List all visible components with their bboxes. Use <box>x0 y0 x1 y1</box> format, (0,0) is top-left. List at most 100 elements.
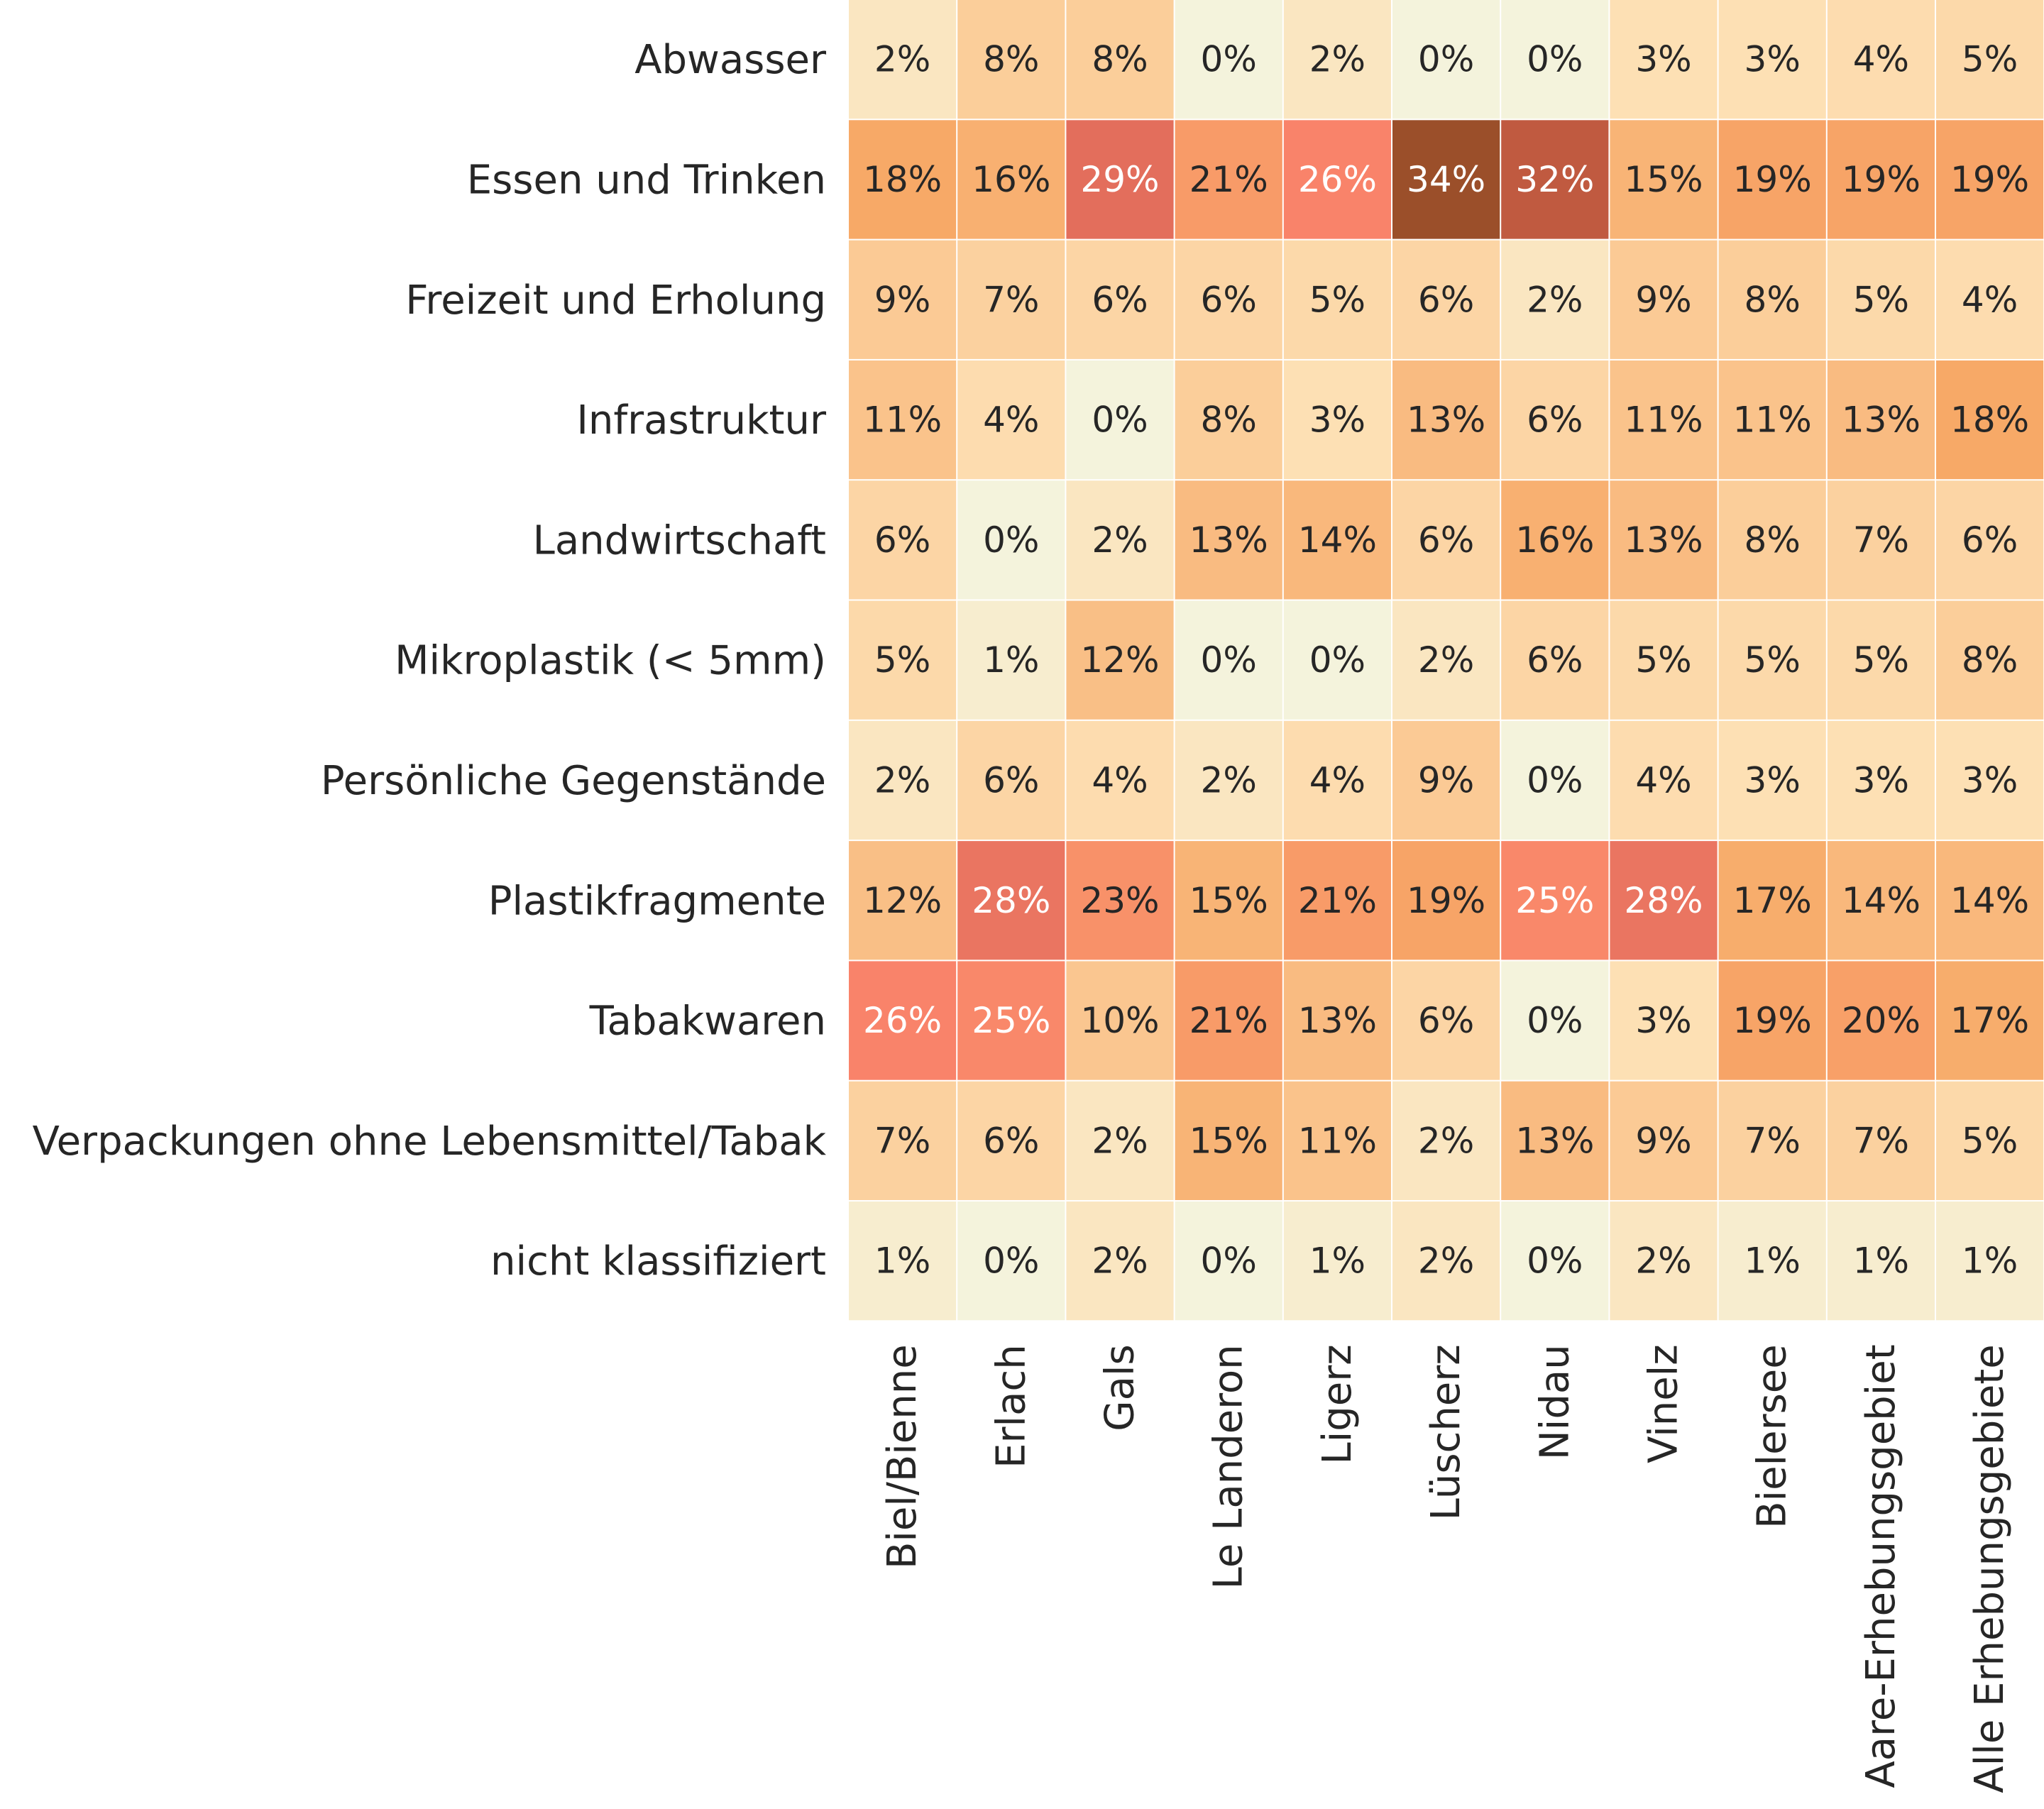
cell-value-label: 1% <box>1962 1241 2018 1282</box>
column-label: Ligerz <box>1314 1344 1361 1464</box>
cell-value-label: 5% <box>1309 279 1366 320</box>
heatmap-cell <box>1283 720 1391 840</box>
cell-value-label: 7% <box>1744 1120 1801 1161</box>
cell-value-label: 15% <box>1624 159 1703 200</box>
heatmap-cell <box>1936 961 2044 1080</box>
cell-value-label: 6% <box>1962 519 2018 561</box>
heatmap-cell <box>957 120 1065 239</box>
row-label: nicht klassifiziert <box>490 1238 826 1285</box>
cell-value-label: 3% <box>1744 759 1801 801</box>
heatmap-cell <box>1066 720 1174 840</box>
heatmap-cell <box>1936 1202 2044 1321</box>
heatmap-cell <box>1066 841 1174 960</box>
cell-value-label: 3% <box>1635 1000 1691 1041</box>
heatmap-cell <box>1066 360 1174 480</box>
row-label: Plastikfragmente <box>488 878 826 924</box>
cell-value-label: 2% <box>1418 1120 1474 1161</box>
cell-value-label: 21% <box>1298 880 1377 921</box>
heatmap-cell <box>957 961 1065 1080</box>
heatmap-cell <box>849 360 957 480</box>
cell-value-label: 3% <box>1962 759 2018 801</box>
column-labels: Biel/Bienne Erlach Gals Le Landeron Ligerz Lü… <box>879 1344 2013 1793</box>
cell-value-label: 0% <box>1201 1241 1257 1282</box>
column-label: Nidau <box>1532 1344 1578 1460</box>
column-label: Erlach <box>988 1344 1034 1468</box>
cell-value-label: 1% <box>1744 1241 1801 1282</box>
heatmap-cell <box>1501 360 1609 480</box>
cell-value-label: 6% <box>1527 639 1583 681</box>
heatmap-cell <box>1827 360 1935 480</box>
cell-value-label: 6% <box>983 1120 1039 1161</box>
heatmap-cell <box>1501 480 1609 600</box>
heatmap-cell <box>1501 720 1609 840</box>
cell-value-label: 0% <box>1201 639 1257 681</box>
cell-value-label: 13% <box>1189 519 1268 561</box>
row-label: Infrastruktur <box>576 397 827 444</box>
heatmap-cell <box>1392 480 1500 600</box>
cell-value-label: 19% <box>1733 1000 1812 1041</box>
cell-value-label: 2% <box>1418 1241 1474 1282</box>
heatmap-cell <box>1936 600 2044 720</box>
heatmap-cell <box>1936 1081 2044 1200</box>
heatmap-cell <box>1718 1081 1826 1200</box>
heatmap-cell <box>1066 1202 1174 1321</box>
cell-value-label: 12% <box>863 880 942 921</box>
heatmap-cell <box>1610 720 1718 840</box>
heatmap-cell <box>1827 240 1935 359</box>
heatmap-cell <box>1175 600 1282 720</box>
heatmap-cell <box>1392 1202 1500 1321</box>
heatmap-cell <box>1283 841 1391 960</box>
heatmap-cell <box>1718 120 1826 239</box>
cell-value-label: 1% <box>1853 1241 1909 1282</box>
cell-value-label: 16% <box>972 159 1050 200</box>
heatmap-cell <box>1827 120 1935 239</box>
heatmap-cell <box>849 120 957 239</box>
cell-value-label: 11% <box>863 400 942 441</box>
column-label: Biel/Bienne <box>879 1344 925 1569</box>
cell-value-label: 0% <box>1527 1000 1583 1041</box>
heatmap-cell <box>1610 1081 1718 1200</box>
heatmap-cell <box>1283 1202 1391 1321</box>
heatmap-cell <box>1610 480 1718 600</box>
cell-value-label: 5% <box>1853 639 1909 681</box>
heatmap-cell <box>849 841 957 960</box>
cell-value-label: 32% <box>1515 159 1594 200</box>
heatmap-cell <box>1718 240 1826 359</box>
heatmap-cell <box>1066 0 1174 119</box>
cell-value-label: 9% <box>874 279 930 320</box>
cell-value-label: 14% <box>1950 880 2029 921</box>
cell-value-label: 0% <box>1309 639 1366 681</box>
cell-value-label: 13% <box>1624 519 1703 561</box>
heatmap-cell <box>849 600 957 720</box>
heatmap-cell <box>1718 0 1826 119</box>
heatmap-cell <box>1175 1081 1282 1200</box>
heatmap-cell <box>1610 600 1718 720</box>
cell-value-label: 16% <box>1515 519 1594 561</box>
cell-value-label: 5% <box>874 639 930 681</box>
heatmap-cell <box>1392 240 1500 359</box>
heatmap-cell <box>1501 0 1609 119</box>
cell-value-label: 2% <box>1635 1241 1691 1282</box>
heatmap-cell <box>1718 720 1826 840</box>
cell-value-label: 5% <box>1962 39 2018 80</box>
cell-value-label: 13% <box>1298 1000 1377 1041</box>
heatmap-cell <box>1283 961 1391 1080</box>
heatmap-cell <box>1175 480 1282 600</box>
heatmap-cell <box>1936 240 2044 359</box>
cell-value-label: 6% <box>1418 279 1474 320</box>
cell-value-label: 28% <box>972 880 1050 921</box>
heatmap-cell <box>1501 240 1609 359</box>
cell-value-label: 4% <box>1962 279 2018 320</box>
heatmap-cell <box>1392 841 1500 960</box>
heatmap-cell <box>1501 961 1609 1080</box>
heatmap-cell <box>1175 841 1282 960</box>
cell-value-label: 7% <box>1853 1120 1909 1161</box>
heatmap-cell <box>1827 480 1935 600</box>
cell-value-label: 19% <box>1733 159 1812 200</box>
heatmap-cell <box>1392 0 1500 119</box>
heatmap-cell <box>1827 1202 1935 1321</box>
heatmap-cell <box>1175 120 1282 239</box>
heatmap-cell <box>1936 0 2044 119</box>
heatmap-cell <box>1501 1081 1609 1200</box>
